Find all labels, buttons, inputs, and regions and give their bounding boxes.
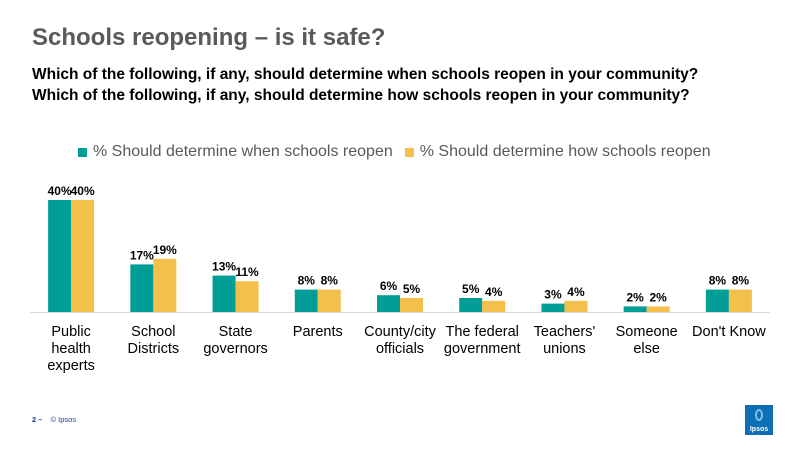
category-label-line: Public [51, 324, 91, 340]
question-when: Which of the following, if any, should d… [32, 66, 699, 83]
logo-text: Ipsos [749, 426, 769, 433]
data-label-how: 8% [732, 274, 750, 288]
category-label-line: Parents [293, 324, 343, 340]
legend-label-when: % Should determine when schools reopen [93, 143, 393, 160]
bar-how [317, 289, 341, 312]
bar-when [48, 200, 72, 312]
data-label-how: 5% [403, 282, 421, 296]
bar-how [646, 306, 670, 312]
question-how: Which of the following, if any, should d… [32, 87, 690, 104]
category-label-line: County/city [364, 324, 436, 340]
data-label-when: 8% [709, 274, 727, 288]
data-label-when: 3% [544, 288, 562, 302]
category-label: State governors [203, 324, 267, 357]
category-label-line: governors [203, 341, 267, 357]
category-label: Don't Know [692, 324, 766, 340]
bar-how [235, 281, 259, 312]
ipsos-logo: Ipsos [745, 405, 773, 435]
legend-item-when: % Should determine when schools reopen [78, 143, 393, 161]
data-label-when: 13% [212, 260, 236, 274]
data-label-how: 40% [71, 184, 95, 198]
data-label-how: 4% [485, 285, 503, 299]
legend-swatch-when [78, 147, 87, 157]
bar-when [377, 295, 400, 312]
data-label-how: 8% [321, 274, 339, 288]
bar-when [294, 289, 318, 312]
category-label-line: Don't Know [692, 324, 766, 340]
category-label-line: State [219, 324, 253, 340]
category-label-line: unions [543, 341, 586, 357]
category-label-line: experts [47, 358, 95, 374]
category-label-line: School [131, 324, 175, 340]
category-label-line: health [51, 341, 91, 357]
bar-how [482, 300, 506, 312]
bar-how [728, 289, 752, 312]
category-label-line: else [633, 341, 660, 357]
data-label-when: 17% [130, 248, 154, 262]
logo-mark-icon [755, 409, 763, 421]
category-label: Parents [293, 324, 343, 340]
legend-item-how: % Should determine how schools reopen [404, 143, 711, 161]
category-label-line: Someone [616, 324, 678, 340]
category-label-line: officials [376, 341, 424, 357]
slide-title: Schools reopening – is it safe? [32, 24, 386, 51]
category-label-line: The federal [446, 324, 519, 340]
category-label: County/city officials [364, 324, 436, 357]
data-label-when: 2% [626, 290, 644, 304]
category-label: Someone else [616, 324, 678, 357]
category-label: Teachers' unions [534, 324, 596, 357]
chart-legend: % Should determine when schools reopen %… [78, 143, 723, 161]
bar-when [459, 298, 483, 312]
bar-when [541, 303, 565, 312]
bar-how [71, 200, 95, 312]
legend-swatch-how [404, 147, 414, 157]
category-label: School Districts [128, 324, 180, 357]
bar-when [705, 289, 729, 312]
data-label-when: 8% [298, 274, 316, 288]
bar-how [400, 298, 423, 312]
bar-when [130, 264, 154, 312]
data-label-how: 2% [649, 290, 667, 304]
footer: 2 – © Ipsos [32, 415, 76, 424]
page-number: 2 – [32, 415, 43, 424]
bar-how [153, 258, 177, 312]
category-label: Public health experts [47, 324, 95, 374]
data-label-when: 40% [48, 184, 72, 198]
legend-label-how: % Should determine how schools reopen [419, 143, 711, 160]
category-label-line: government [444, 341, 521, 357]
bar-when [623, 306, 647, 312]
category-label-line: Districts [128, 341, 180, 357]
copyright: © Ipsos [50, 415, 77, 424]
data-label-when: 6% [380, 279, 398, 293]
bar-how [564, 300, 588, 312]
data-label-how: 4% [567, 285, 585, 299]
category-label: The federal government [444, 324, 521, 357]
category-label-line: Teachers' [534, 324, 596, 340]
data-label-how: 11% [235, 265, 259, 279]
data-label-when: 5% [462, 282, 480, 296]
data-label-how: 19% [153, 243, 177, 257]
bar-when [212, 275, 236, 312]
